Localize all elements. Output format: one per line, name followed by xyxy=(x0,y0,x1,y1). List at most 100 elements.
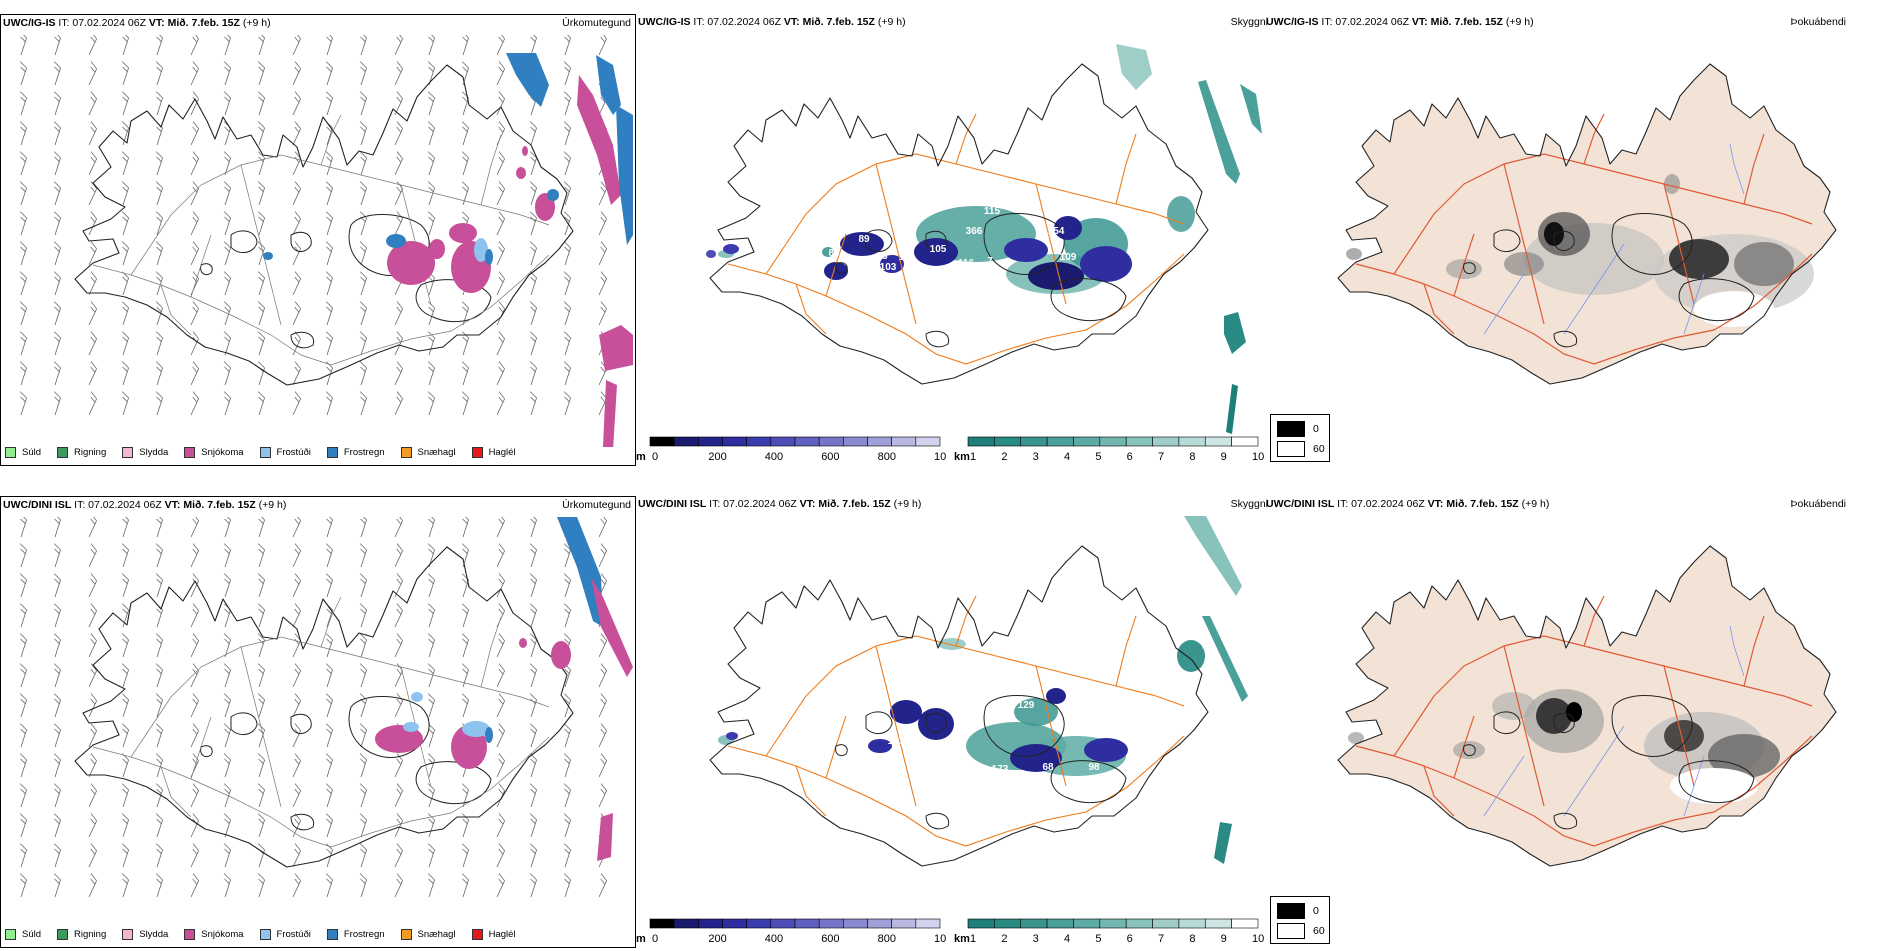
ceiling-value-label: 173 xyxy=(992,764,1009,775)
wind-barb xyxy=(563,543,571,568)
precip-type-panel-row2: UWC/DINI ISL IT: 07.02.2024 06Z VT: Mið.… xyxy=(0,496,636,948)
wind-barb xyxy=(190,361,199,386)
wind-barb xyxy=(88,633,97,658)
wind-barb xyxy=(121,603,129,628)
wind-barb xyxy=(19,843,27,868)
wind-barb xyxy=(529,331,537,356)
lead-time: (+9 h) xyxy=(1505,16,1534,28)
colorbar-segment xyxy=(1020,918,1048,929)
wind-barb xyxy=(496,543,505,568)
wind-barb xyxy=(121,543,129,568)
wind-barb xyxy=(325,35,333,56)
colorbar-segment xyxy=(843,918,868,929)
wind-barb xyxy=(394,211,403,236)
wind-barb xyxy=(427,517,435,538)
wind-barb xyxy=(121,361,129,386)
wind-barb xyxy=(257,241,265,266)
wind-barb xyxy=(19,331,27,356)
wind-barb xyxy=(461,151,469,176)
visibility-areas xyxy=(718,44,1262,434)
wind-barb xyxy=(496,663,505,688)
wind-barb xyxy=(257,151,265,176)
legend-swatch xyxy=(400,446,412,458)
wind-barb xyxy=(53,723,61,748)
wind-barb xyxy=(427,783,435,808)
wind-barb xyxy=(155,543,163,568)
legend-label: Rigning xyxy=(74,928,107,940)
wind-barb xyxy=(563,813,571,838)
ceiling-visibility-panel-row2: UWC/DINI ISL IT: 07.02.2024 06Z VT: Mið.… xyxy=(636,496,1272,948)
wind-barb xyxy=(496,241,505,266)
wind-barb xyxy=(19,783,27,808)
model-name: UWC/DINI ISL xyxy=(1266,498,1335,510)
road-network xyxy=(727,595,1185,847)
colorbar-segment xyxy=(794,436,820,447)
river-network xyxy=(1483,625,1745,817)
lead-time: (+9 h) xyxy=(1521,498,1550,510)
legend-item: Rigning xyxy=(57,445,106,459)
wind-barb xyxy=(461,843,469,868)
legend-item: 60 xyxy=(1277,441,1325,457)
wind-barb xyxy=(359,723,367,748)
wind-barb xyxy=(359,843,367,868)
glacier-outlines xyxy=(1463,213,1755,348)
wind-barb xyxy=(427,543,435,568)
wind-barb xyxy=(292,361,301,386)
legend-label: Snjókoma xyxy=(201,928,244,940)
wind-barb xyxy=(292,723,301,748)
wind-barb xyxy=(563,331,571,356)
valid-time-label: VT: xyxy=(1427,498,1444,510)
wind-barb xyxy=(19,391,27,416)
wind-barb xyxy=(292,35,301,56)
wind-barb xyxy=(257,663,265,688)
legend-item: 60 xyxy=(1277,923,1325,939)
wind-barb xyxy=(223,693,231,718)
wind-barb xyxy=(563,391,571,416)
wind-barb xyxy=(563,361,571,386)
wind-barb xyxy=(257,271,265,296)
colorbar-unit: km xyxy=(954,933,970,945)
colorbar-segment xyxy=(1231,918,1259,929)
wind-barb xyxy=(359,181,367,206)
legend-label: Snjókoma xyxy=(201,446,244,458)
wind-barb xyxy=(121,151,129,176)
panel-title: Þokuábendi xyxy=(1790,16,1846,28)
colorbar-tick-label: 600 xyxy=(821,933,839,945)
ceiling-value-label: 103 xyxy=(880,262,897,273)
wind-barb xyxy=(53,331,61,356)
wind-barb xyxy=(359,301,367,326)
cloud-cover-legend: 0 60 xyxy=(1270,896,1330,944)
wind-barb xyxy=(155,753,163,778)
wind-barb xyxy=(427,391,435,416)
wind-barb xyxy=(53,151,61,176)
legend-swatch xyxy=(259,446,271,458)
colorbar-tick-label: 400 xyxy=(765,933,783,945)
colorbar-tick-label: 9 xyxy=(1221,933,1227,945)
wind-barb xyxy=(496,517,505,538)
wind-barb xyxy=(563,573,571,598)
wind-barb xyxy=(155,723,163,748)
colorbar-tick-label: 2 xyxy=(1001,933,1007,945)
colorbar-tick-label: 5 xyxy=(1095,933,1101,945)
wind-barb xyxy=(223,633,231,658)
wind-barb xyxy=(292,121,301,146)
wind-barb xyxy=(190,301,199,326)
wind-barb xyxy=(598,211,607,236)
wind-barb xyxy=(19,693,27,718)
wind-barb xyxy=(190,517,199,538)
wind-barb xyxy=(53,211,61,236)
wind-barb xyxy=(190,35,199,56)
wind-barb xyxy=(53,543,61,568)
colorbar-tick-label: 7 xyxy=(1158,451,1164,463)
wind-barb xyxy=(598,271,607,296)
wind-barb xyxy=(598,241,607,266)
legend-label: Snæhagl xyxy=(417,446,456,458)
wind-barb xyxy=(529,211,537,236)
wind-barb xyxy=(190,211,199,236)
colorbar-segment xyxy=(1125,436,1153,447)
wind-barb xyxy=(121,241,129,266)
legend-swatch xyxy=(5,446,16,458)
legend-label: Frostregn xyxy=(343,446,385,458)
legend-label: 60 xyxy=(1313,925,1325,937)
